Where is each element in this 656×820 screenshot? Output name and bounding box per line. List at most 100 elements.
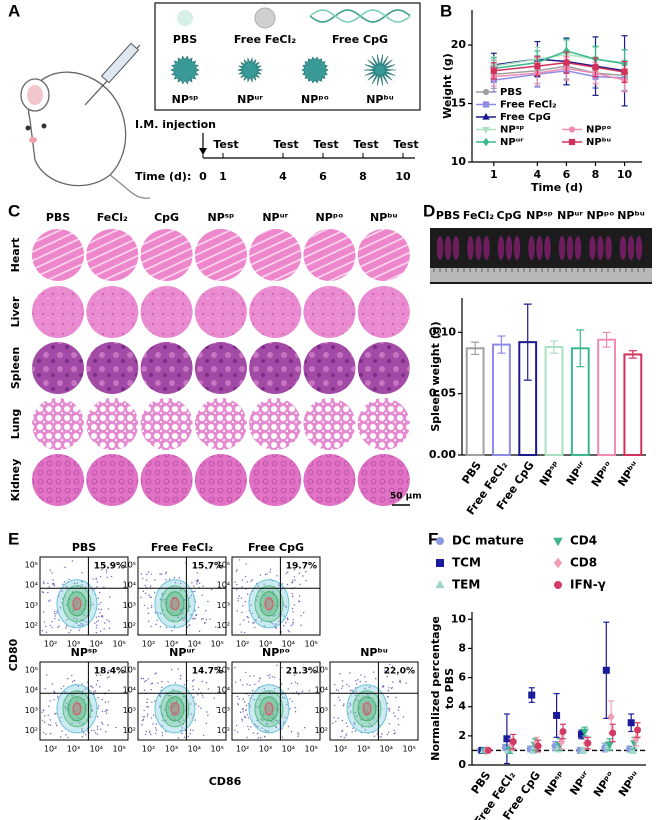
flow-event	[54, 612, 56, 615]
flow-event	[331, 722, 334, 724]
flow-event	[96, 624, 98, 626]
legend-marker	[482, 101, 490, 108]
flow-event	[176, 699, 178, 702]
flow-contour	[170, 702, 180, 716]
spleen-sample	[497, 236, 505, 260]
y-axis-title: Weight (g)	[441, 53, 454, 119]
flow-event	[156, 619, 158, 622]
histology-column-label: CpG	[154, 211, 179, 224]
flow-event	[250, 604, 252, 606]
histology-section	[303, 454, 356, 506]
flow-event	[247, 717, 250, 719]
day-label: 6	[319, 170, 327, 183]
flow-event	[202, 585, 204, 587]
flow-x-tick-label: 10²	[334, 745, 347, 754]
flow-event	[163, 601, 166, 603]
flow-event	[272, 721, 275, 723]
flow-x-tick-label: 10⁵	[305, 640, 318, 649]
flow-event	[211, 589, 213, 591]
flow-event	[80, 580, 83, 583]
flow-event	[263, 688, 266, 690]
flow-event	[54, 618, 56, 620]
flow-event	[287, 618, 289, 620]
flow-event	[148, 620, 150, 622]
flow-x-tick-label: 10⁴	[90, 745, 103, 754]
flow-contour	[264, 702, 274, 716]
flow-x-tick-label: 10⁵	[113, 745, 126, 754]
flow-event	[107, 724, 109, 726]
flow-event	[142, 590, 145, 593]
scale-bar-label: 50 μm	[390, 492, 422, 502]
flow-event	[150, 689, 152, 691]
flow-event	[361, 703, 363, 705]
flow-event	[241, 718, 243, 720]
flow-event	[348, 706, 350, 708]
flow-event	[194, 719, 196, 721]
flow-event	[159, 695, 162, 698]
histology-row-label: Spleen	[9, 347, 22, 389]
flow-event	[143, 689, 146, 691]
flow-event	[294, 674, 296, 676]
flow-event	[242, 698, 244, 700]
flow-event	[272, 623, 274, 625]
spleen-sample	[635, 236, 643, 260]
flow-event	[246, 714, 248, 716]
flow-event	[98, 705, 100, 707]
flow-event	[143, 716, 145, 718]
flow-event	[147, 678, 149, 680]
flow-event	[337, 696, 340, 698]
flow-event	[264, 573, 267, 575]
flow-event	[49, 569, 51, 571]
panel-label: A	[8, 1, 20, 20]
flow-contour	[160, 690, 190, 728]
flow-event	[339, 699, 341, 701]
flow-y-tick-label: 10³	[25, 706, 38, 715]
flow-event	[53, 699, 55, 701]
flow-event	[263, 712, 265, 715]
flow-event	[355, 694, 357, 696]
flow-event	[165, 626, 168, 629]
flow-event	[154, 700, 156, 702]
ruler	[430, 268, 652, 282]
flow-event	[194, 618, 196, 620]
flow-event	[380, 736, 382, 738]
flow-event	[50, 724, 52, 726]
flow-event	[213, 697, 215, 699]
flow-event	[197, 705, 200, 707]
flow-event	[169, 694, 171, 697]
data-point	[607, 712, 615, 722]
flow-event	[343, 703, 345, 705]
y-axis-title: Spleen weight (g)	[429, 321, 442, 431]
flow-event	[236, 589, 238, 591]
flow-event	[64, 566, 66, 569]
flow-event	[368, 686, 371, 688]
flow-event	[390, 687, 393, 689]
flow-event	[398, 706, 400, 708]
flow-event	[65, 604, 68, 606]
x-tick-label: 10	[617, 168, 633, 181]
flow-event	[71, 560, 74, 562]
flow-event	[81, 727, 83, 730]
flow-event	[85, 734, 87, 736]
flow-event	[47, 592, 49, 594]
flow-event	[191, 582, 193, 584]
flow-event	[72, 681, 74, 683]
flow-event	[303, 727, 306, 729]
flow-event	[149, 585, 152, 587]
flow-x-tick-label: 10⁵	[403, 745, 416, 754]
flow-event	[345, 735, 347, 737]
flow-event	[57, 697, 59, 699]
flow-event	[76, 582, 78, 584]
flow-event	[387, 696, 389, 698]
flow-event	[391, 665, 394, 667]
spleen-sample	[505, 236, 513, 260]
x-axis-title: Time (d)	[531, 181, 583, 194]
flow-event	[244, 600, 247, 603]
spleen-sample	[444, 236, 452, 260]
flow-event	[247, 703, 250, 705]
flow-event	[373, 704, 375, 707]
flow-event	[154, 673, 156, 675]
flow-x-tick-label: 10³	[357, 745, 370, 754]
flow-event	[103, 628, 105, 630]
flow-event	[48, 705, 50, 707]
